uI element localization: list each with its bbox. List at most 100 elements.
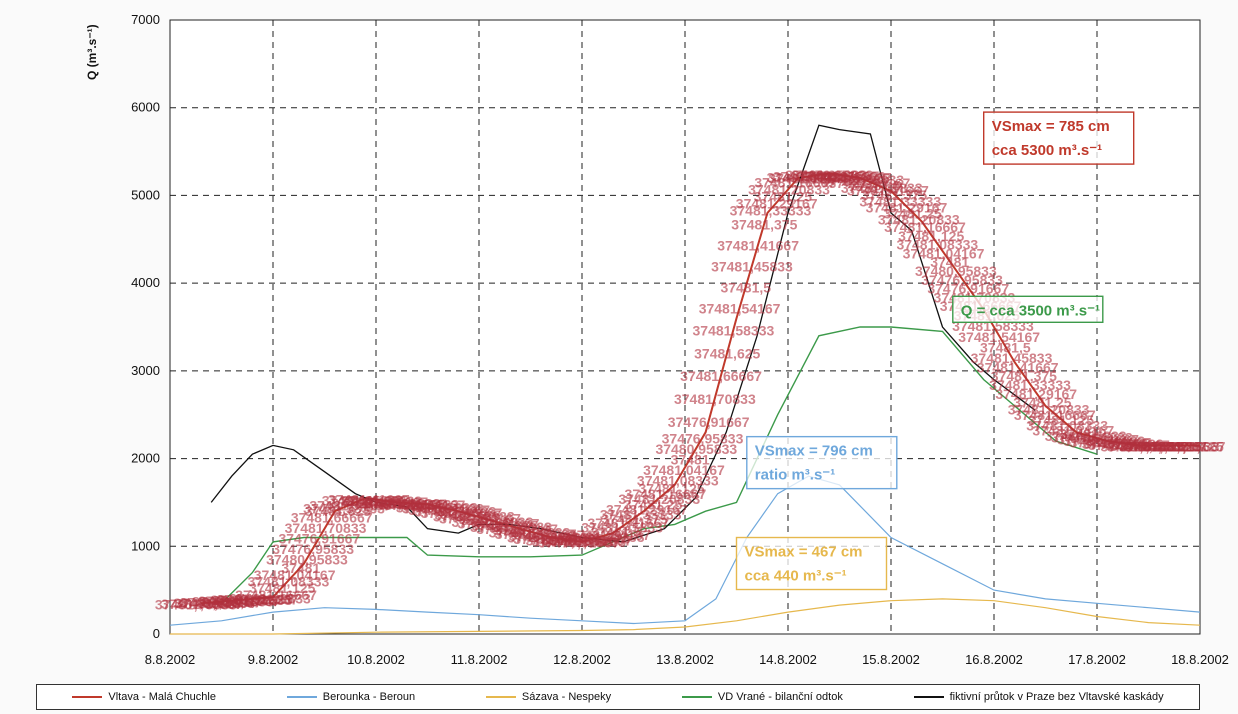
red-overprint-label: 37481,29167 [866,199,948,215]
red-overprint-label: 37481,375 [1121,438,1187,454]
red-overprint-labels: 37481,7083337481,6666737481,62537481,583… [155,167,1226,612]
red-overprint-label: 37476,91667 [927,281,1009,297]
red-overprint-label: 37481,29167 [346,494,428,510]
legend-item: Vltava - Malá Chuchle [72,691,216,703]
x-tick-label: 9.8.2002 [248,652,299,667]
red-overprint-label: 37481,16667 [495,526,577,542]
red-overprint-label: 37480,95833 [785,167,867,183]
red-overprint-label: 37481,58333 [563,529,645,545]
red-overprint-label: 37476,95833 [532,534,614,550]
red-overprint-label: 37481,70833 [674,391,756,407]
red-overprint-label: 37481 [411,498,450,514]
red-overprint-label: 37481,5 [850,177,901,193]
red-overprint-label: 37481,58333 [303,500,385,516]
red-overprint-label: 37481,54167 [569,527,651,543]
red-overprint-label: 37481,20833 [359,496,441,512]
x-tick-label: 17.8.2002 [1068,652,1126,667]
legend-item: Sázava - Nespeky [485,691,611,703]
red-overprint-label: 37481,25 [883,206,942,222]
red-overprint-label: 37476,91667 [798,168,880,184]
series-line-sazava-nespeky [170,598,1201,635]
y-tick-label: 6000 [131,100,160,115]
red-overprint-label: 37481,45833 [1100,438,1182,454]
red-overprint-label: 37476,95833 [402,501,484,517]
red-overprint-label: 37481,625 [1083,435,1149,451]
red-overprint-label: 37481,54167 [180,595,262,611]
red-overprint-label: 37481,33333 [470,519,552,535]
red-overprint-label: 37481,58333 [433,509,515,525]
red-overprint-label: 37481,70833 [285,520,367,536]
annotation-line1: VSmax = 796 cm [755,443,873,460]
red-overprint-label: 37481,33333 [989,377,1071,393]
red-overprint-label: 37481,33333 [340,493,422,509]
red-overprint-label: 37481,125 [1028,412,1094,428]
red-overprint-label: 37481,54167 [439,510,521,526]
red-overprint-label: 37480,95833 [396,499,478,515]
red-overprint-label: 37481,33333 [730,202,812,218]
x-tick-label: 11.8.2002 [451,652,508,667]
red-overprint-label: 37481,41667 [847,183,929,199]
red-overprint-label: 37481,04167 [903,245,985,261]
y-axis-label: Q (m³.s⁻¹) [85,24,99,80]
annotation-frame [983,111,1135,165]
red-overprint-label: 37481,08333 [1026,417,1108,433]
red-overprint-label: 37481,08333 [507,530,589,546]
red-overprint-label: 37481,5 [331,495,382,511]
red-overprint-label: 37481,625 [824,170,890,186]
red-overprint-label: 37481,25 [754,188,813,204]
red-overprint-label: 37481,16667 [625,486,707,502]
annotation-frame [735,536,888,591]
legend-swatch [286,696,317,698]
red-overprint-label: 37481,33333 [210,592,292,608]
red-overprint-label: 37481,70833 [544,534,626,550]
legend-item: Berounka - Beroun [286,691,416,703]
red-overprint-label: 37481,54167 [828,175,910,191]
red-overprint-label: 37481,33333 [1119,438,1201,454]
annotation-frame [952,295,1104,323]
red-overprint-label: 37481,20833 [618,491,700,507]
red-overprint-label: 37481,45833 [452,514,534,530]
red-overprint-label: 37481,66667 [421,505,503,521]
red-overprint-label: 37481,16667 [754,174,836,190]
red-overprint-label: 37481,45833 [841,180,923,196]
red-overprint-label: 37481,625 [435,507,501,523]
y-tick-label: 1000 [131,538,160,553]
legend-swatch [681,696,712,698]
legend-swatch [913,696,944,698]
red-overprint-label: 37476,91667 [408,502,490,518]
red-overprint-label: 37481,04167 [773,169,855,185]
red-overprint-label: 37481,08333 [377,497,459,513]
annotation-frame [746,435,898,490]
y-tick-label: 3000 [131,363,160,378]
red-overprint-label: 37481,33333 [600,506,682,522]
red-overprint-label: 37481,25 [235,591,294,607]
red-overprint-label: 37481,125 [768,170,834,186]
y-tick-label: 5000 [131,187,160,202]
red-overprint-label: 37481,375 [731,216,797,232]
red-overprint-label: 37481,41667 [1107,438,1189,454]
red-overprint-label: 37476,95833 [1051,430,1133,446]
annotations: VSmax = 785 cm cca 5300 m³.s⁻¹ Q = cca 350… [735,111,1135,591]
red-overprint-label: 37481,20833 [878,212,960,228]
red-overprint-label: 37481,16667 [235,587,317,603]
red-overprint-label: 37481,5 [201,594,252,610]
annotation-line1: VSmax = 785 cm [992,118,1110,135]
red-overprint-label: 37481,66667 [550,532,632,548]
red-overprint-label: 37481,54167 [699,301,781,317]
legend-swatch [485,696,516,698]
annotation-line2: cca 5300 m³.s⁻¹ [992,142,1102,159]
legend-label: Berounka - Beroun [322,691,416,703]
red-overprint-label: 37481,41667 [977,359,1059,375]
red-overprint-label: 37481,29167 [736,195,818,211]
red-overprint-label: 37481 [800,168,839,184]
y-tick-label: 4000 [131,275,160,290]
red-overprint-label: 37476,91667 [1057,431,1139,447]
red-overprint-label: 37481,29167 [476,521,558,537]
red-overprint-label: 37481,29167 [995,386,1077,402]
red-overprint-label: 37481,625 [175,596,241,612]
red-overprint-label: 37476,95833 [272,541,354,557]
red-overprint-label: 37481,04167 [384,497,466,513]
red-overprint-label: 37481,125 [1158,438,1224,454]
annotation-box: Q = cca 3500 m³.s⁻¹ [952,295,1104,323]
